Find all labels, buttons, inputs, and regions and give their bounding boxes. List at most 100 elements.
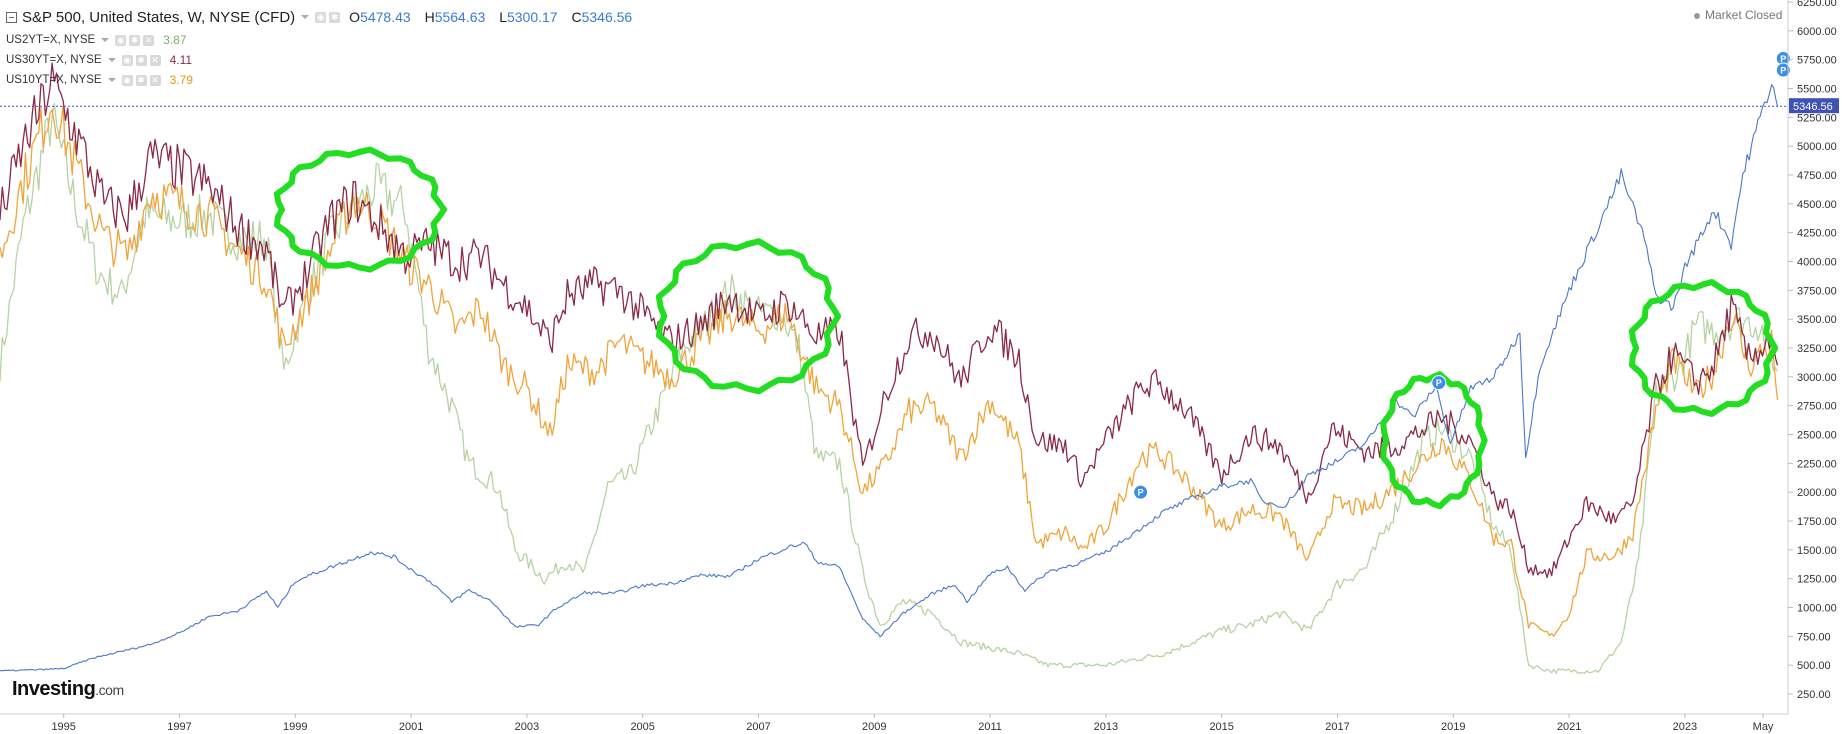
chevron-down-icon[interactable] bbox=[107, 58, 116, 62]
p-marker-label: P bbox=[1138, 488, 1144, 498]
close-icon[interactable]: ✕ bbox=[149, 54, 161, 66]
x-tick-label: 2003 bbox=[515, 721, 539, 733]
x-tick-label: May bbox=[1753, 721, 1774, 733]
overlay-value: 3.87 bbox=[163, 33, 187, 47]
series-line-us10yt-x bbox=[0, 105, 1779, 637]
gear-icon[interactable]: ✱ bbox=[135, 74, 147, 86]
logo-suffix: .com bbox=[95, 682, 124, 698]
series-line-us2yt-x bbox=[0, 102, 1779, 674]
close-label: C bbox=[571, 9, 582, 25]
y-tick-label: 4250.00 bbox=[1797, 228, 1837, 240]
current-price-label: 5346.56 bbox=[1793, 101, 1833, 113]
series-layer bbox=[0, 62, 1779, 674]
y-tick-label: 4500.00 bbox=[1797, 199, 1837, 211]
eye-icon[interactable]: ◉ bbox=[115, 34, 127, 46]
overlay-value: 4.11 bbox=[169, 53, 193, 67]
y-tick-label: 3500.00 bbox=[1797, 314, 1837, 326]
eye-icon[interactable]: ◉ bbox=[315, 11, 327, 23]
open-value: 5478.43 bbox=[360, 9, 411, 25]
eye-icon[interactable]: ◉ bbox=[121, 54, 133, 66]
y-tick-label: 2500.00 bbox=[1797, 430, 1837, 442]
eye-icon[interactable]: ◉ bbox=[121, 74, 133, 86]
investing-logo: Investing.com bbox=[12, 678, 124, 701]
x-tick-label: 2013 bbox=[1094, 721, 1118, 733]
close-value: 5346.56 bbox=[581, 9, 633, 25]
close-icon[interactable]: ✕ bbox=[143, 34, 155, 46]
gear-icon[interactable]: ✱ bbox=[129, 34, 141, 46]
x-tick-label: 2015 bbox=[1209, 721, 1233, 733]
p-marker-icon[interactable]: P bbox=[1775, 51, 1791, 67]
gear-icon[interactable]: ✱ bbox=[135, 54, 147, 66]
low-label: L bbox=[499, 9, 507, 25]
x-tick-label: 2005 bbox=[630, 721, 654, 733]
p-marker-icon[interactable]: P bbox=[1431, 375, 1447, 391]
chevron-down-icon[interactable] bbox=[107, 78, 116, 82]
logo-name: Investing bbox=[12, 678, 96, 700]
annotation-circle[interactable] bbox=[655, 238, 842, 395]
gear-icon[interactable]: ✱ bbox=[329, 11, 341, 23]
x-axis: 1995 1997 1999 2001 2003 2005 2007 2009 2011 2013… bbox=[51, 714, 1774, 733]
overlay-label: US10YT=X, NYSE bbox=[6, 74, 102, 86]
y-tick-label: 1750.00 bbox=[1797, 516, 1837, 528]
p-marker-dot bbox=[1133, 484, 1149, 500]
annotation-circle[interactable] bbox=[273, 146, 448, 273]
y-tick-label: 3000.00 bbox=[1797, 372, 1837, 384]
y-tick-label: 6250.00 bbox=[1797, 0, 1837, 9]
x-tick-label: 1997 bbox=[167, 721, 191, 733]
annotation-layer bbox=[273, 146, 1779, 510]
overlay-row-us10yt[interactable]: US10YT=X, NYSE ◉ ✱ ✕ 3.79 bbox=[6, 70, 642, 90]
market-status-text: Market Closed bbox=[1705, 8, 1783, 22]
p-marker-label: P bbox=[1780, 66, 1786, 76]
p-marker-dot bbox=[1431, 375, 1447, 391]
overlay-row-us30yt[interactable]: US30YT=X, NYSE ◉ ✱ ✕ 4.11 bbox=[6, 50, 642, 70]
instrument-title: S&P 500, United States, W, NYSE (CFD) bbox=[22, 8, 296, 26]
y-tick-label: 4000.00 bbox=[1797, 257, 1837, 269]
market-status: Market Closed bbox=[1694, 8, 1782, 22]
chart-legend: S&P 500, United States, W, NYSE (CFD) ◉ … bbox=[6, 4, 642, 90]
y-tick-label: 2000.00 bbox=[1797, 487, 1837, 499]
x-tick-label: 2021 bbox=[1557, 721, 1581, 733]
series-line-s-p-500 bbox=[0, 84, 1779, 672]
y-tick-label: 750.00 bbox=[1797, 631, 1831, 643]
y-tick-label: 3750.00 bbox=[1797, 285, 1837, 297]
overlay-label: US2YT=X, NYSE bbox=[6, 34, 96, 46]
y-tick-label: 500.00 bbox=[1797, 660, 1831, 672]
high-label: H bbox=[424, 9, 435, 25]
chevron-down-icon[interactable] bbox=[301, 15, 310, 19]
p-marker-icon[interactable]: P bbox=[1133, 484, 1149, 500]
ohlc-values: O5478.43 H5564.63 L5300.17 C5346.56 bbox=[349, 9, 642, 25]
overlay-value: 3.79 bbox=[169, 73, 193, 87]
y-tick-label: 2750.00 bbox=[1797, 401, 1837, 413]
x-tick-label: 2023 bbox=[1673, 721, 1697, 733]
price-label-layer: 5346.56 bbox=[1789, 98, 1839, 114]
collapse-icon[interactable] bbox=[6, 11, 17, 23]
p-marker-dot bbox=[1775, 62, 1791, 78]
y-tick-label: 1500.00 bbox=[1797, 545, 1837, 557]
overlay-row-us2yt[interactable]: US2YT=X, NYSE ◉ ✱ ✕ 3.87 bbox=[6, 30, 642, 50]
x-tick-label: 2007 bbox=[746, 721, 770, 733]
y-tick-label: 1000.00 bbox=[1797, 603, 1837, 615]
annotation-circle[interactable] bbox=[1380, 371, 1488, 510]
y-tick-label: 6000.00 bbox=[1797, 26, 1837, 38]
status-dot-icon bbox=[1694, 12, 1700, 19]
current-price-tag bbox=[1789, 98, 1839, 114]
p-marker-icon[interactable]: P bbox=[1775, 62, 1791, 78]
y-tick-label: 5000.00 bbox=[1797, 141, 1837, 153]
x-tick-label: 1999 bbox=[283, 721, 307, 733]
x-tick-label: 1995 bbox=[51, 721, 75, 733]
chevron-down-icon[interactable] bbox=[101, 38, 110, 42]
x-tick-label: 2009 bbox=[862, 721, 886, 733]
legend-main-row[interactable]: S&P 500, United States, W, NYSE (CFD) ◉ … bbox=[6, 4, 642, 30]
close-icon[interactable]: ✕ bbox=[149, 74, 161, 86]
series-line-us30yt-x bbox=[0, 62, 1779, 579]
y-tick-label: 2250.00 bbox=[1797, 458, 1837, 470]
y-axis: 250.00 500.00 750.00 1000.00 1250.00 1500.00 1… bbox=[1788, 0, 1837, 701]
y-tick-label: 5750.00 bbox=[1797, 55, 1837, 67]
y-tick-label: 1250.00 bbox=[1797, 574, 1837, 586]
overlay-label: US30YT=X, NYSE bbox=[6, 54, 102, 66]
y-tick-label: 5250.00 bbox=[1797, 112, 1837, 124]
annotation-circle[interactable] bbox=[1628, 279, 1779, 417]
